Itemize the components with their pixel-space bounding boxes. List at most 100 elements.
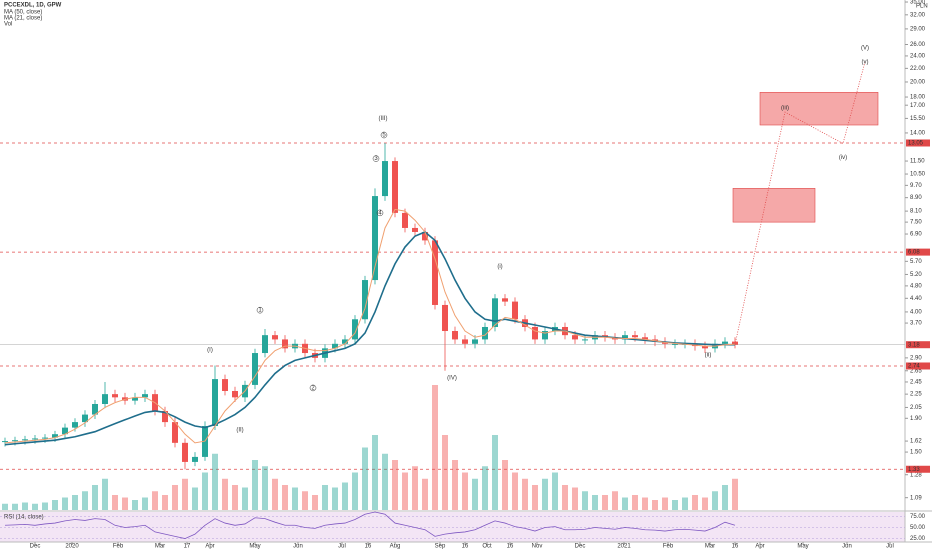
volume-bar: [702, 497, 708, 510]
y-tick-label: 5.70: [910, 259, 922, 265]
volume-bar: [272, 478, 278, 510]
volume-bar: [552, 472, 558, 510]
volume-bar: [282, 485, 288, 510]
chart-title: PCCEXDL, 1D, GPW: [4, 3, 62, 9]
candle-body: [502, 298, 508, 302]
x-tick-label: 17: [184, 544, 191, 550]
candle-body: [2, 441, 8, 443]
volume-bar: [532, 485, 538, 510]
volume-bar: [292, 487, 298, 510]
volume-bar: [72, 495, 78, 510]
candle-body: [492, 298, 498, 327]
rsi-tick-label: 50.00: [910, 525, 926, 531]
rsi-pane: [0, 512, 905, 542]
wave-label: (ii): [705, 353, 712, 359]
y-tick-label: 17.00: [910, 103, 926, 109]
volume-bar: [502, 460, 508, 510]
y-tick-label: 22.00: [910, 66, 926, 72]
volume-bar: [22, 502, 28, 510]
volume-bar: [652, 500, 658, 510]
volume-bar: [302, 491, 308, 510]
y-tick-label: 7.50: [910, 220, 922, 226]
y-tick-label: 24.00: [910, 54, 926, 60]
volume-bar: [252, 460, 258, 510]
wave-label: 1: [258, 308, 262, 314]
wave-label: (i): [497, 264, 502, 270]
wave-label: 3: [374, 156, 378, 162]
volume-bar: [312, 495, 318, 510]
y-tick-label: 8.90: [910, 195, 922, 201]
candle-body: [512, 301, 518, 320]
x-tick-label: 16: [462, 544, 469, 550]
candle-body: [462, 339, 468, 344]
x-tick-label: 2020: [65, 544, 79, 550]
volume-bar: [572, 487, 578, 510]
x-tick-label: Sep: [435, 544, 446, 550]
y-tick-label: 8.10: [910, 209, 922, 215]
y-tick-label: 20.00: [910, 80, 926, 86]
volume-bar: [392, 460, 398, 510]
last-price-label: 3.18: [908, 342, 920, 348]
volume-bar: [342, 482, 348, 510]
volume-bar: [452, 460, 458, 510]
x-tick-label: May: [797, 544, 808, 550]
wave-label: (iii): [781, 105, 789, 111]
rsi-line: [4, 511, 736, 539]
candle-body: [212, 379, 218, 427]
level-label-bg: [906, 139, 930, 147]
volume-bar: [122, 497, 128, 510]
legend-vol: Vol: [4, 22, 12, 28]
volume-bar: [12, 503, 18, 510]
candle-body: [702, 346, 708, 349]
volume-bar: [382, 453, 388, 510]
wave-circle: [309, 384, 317, 392]
candle-body: [352, 319, 358, 340]
candle-body: [222, 379, 228, 391]
x-tick-label: Dec: [30, 544, 41, 550]
candle-body: [92, 403, 98, 415]
y-tick-label: 9.70: [910, 183, 922, 189]
volume-bar: [632, 495, 638, 510]
volume-bar: [612, 491, 618, 510]
candle-body: [12, 440, 18, 442]
volume-bar: [172, 485, 178, 510]
y-tick-label: 3.70: [910, 321, 922, 327]
y-tick-label: 1.50: [910, 450, 922, 456]
candle-body: [42, 437, 48, 439]
candle-body: [32, 438, 38, 440]
y-tick-label: 1.62: [910, 439, 922, 445]
candle-body: [442, 304, 448, 332]
candle-body: [362, 280, 368, 320]
candle-body: [112, 394, 118, 398]
candle-body: [422, 231, 428, 241]
candle-body: [452, 331, 458, 340]
candle-body: [402, 212, 408, 228]
y-tick-label: 5.20: [910, 272, 922, 278]
y-tick-label: 4.40: [910, 296, 922, 302]
volume-bar: [542, 478, 548, 510]
x-tick-label: Oct: [482, 544, 492, 550]
wave-label: 5: [382, 133, 386, 139]
y-tick-label: 2.05: [910, 405, 922, 411]
candle-body: [572, 335, 578, 340]
volume-bar: [62, 497, 68, 510]
last-price-bg: [906, 341, 930, 349]
wave-circle: [256, 306, 264, 314]
wave-circle: [372, 155, 380, 162]
legend-ma21: MA (21, close): [4, 16, 42, 22]
candle-body: [102, 394, 108, 404]
volume-bar: [192, 487, 198, 510]
volume-bar: [402, 472, 408, 510]
rsi-tick-label: 75.00: [910, 514, 926, 520]
volume-bar: [32, 503, 38, 510]
volume-bar: [522, 478, 528, 510]
wave-label: 2: [311, 386, 315, 392]
volume-bar: [442, 435, 448, 510]
rsi-tick-label: 25.00: [910, 536, 926, 542]
y-tick-label: 29.00: [910, 26, 926, 32]
volume-bar: [42, 502, 48, 510]
x-tick-label: 2021: [617, 544, 631, 550]
y-tick-label: 2.45: [910, 380, 922, 386]
candle-body: [732, 341, 738, 345]
volume-bar: [352, 472, 358, 510]
